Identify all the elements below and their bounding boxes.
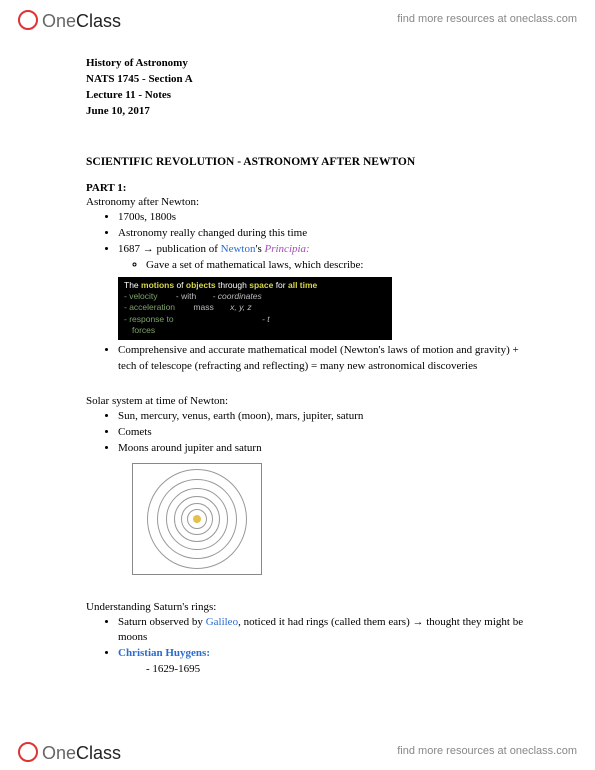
table-row: - velocity - with - coordinates xyxy=(124,291,412,302)
list-item: Sun, mercury, venus, earth (moon), mars,… xyxy=(118,409,535,425)
motions-table: The motions of objects through space for… xyxy=(118,277,418,340)
table-row: forces xyxy=(124,325,412,336)
text: of xyxy=(174,280,186,290)
solar-heading: Solar system at time of Newton: xyxy=(86,395,535,407)
brand-logo-footer: OneClass xyxy=(18,739,121,764)
list-item: Moons around jupiter and saturn xyxy=(118,441,535,457)
cell: mass xyxy=(193,302,213,313)
cell: x, y, z xyxy=(230,302,252,313)
text: through xyxy=(216,280,250,290)
cell: - response to xyxy=(124,314,174,324)
list-item: 1700s, 1800s xyxy=(118,210,535,226)
rings-list: Saturn observed by Galileo, noticed it h… xyxy=(86,615,535,679)
list-item: Christian Huygens: 1629-1695 xyxy=(118,646,535,678)
table-row: - response to - t xyxy=(124,314,412,325)
part-label: PART 1: xyxy=(86,182,535,194)
sublist: Gave a set of mathematical laws, which d… xyxy=(118,258,535,274)
orbit-ring xyxy=(147,469,247,569)
page-header: OneClass find more resources at oneclass… xyxy=(0,0,595,38)
text: 1687 → publication of xyxy=(118,243,221,255)
section-title: SCIENTIFIC REVOLUTION - ASTRONOMY AFTER … xyxy=(86,156,535,168)
list-item: Comprehensive and accurate mathematical … xyxy=(118,343,535,375)
decorative-edge xyxy=(392,277,418,340)
link-huygens[interactable]: Christian Huygens: xyxy=(118,647,210,659)
text: Saturn observed by xyxy=(118,616,206,628)
document-body: History of Astronomy NATS 1745 - Section… xyxy=(86,56,535,724)
sublist: 1629-1695 xyxy=(118,662,535,678)
part1-heading: Astronomy after Newton: xyxy=(86,196,535,208)
part1-list-cont: Comprehensive and accurate mathematical … xyxy=(86,343,535,375)
list-item: 1629-1695 xyxy=(146,662,535,678)
footer-tagline[interactable]: find more resources at oneclass.com xyxy=(397,745,577,757)
cell: - with xyxy=(176,291,196,302)
cell: - velocity xyxy=(124,291,158,301)
list-item: Saturn observed by Galileo, noticed it h… xyxy=(118,615,535,647)
list-item: Comets xyxy=(118,425,535,441)
solar-system-diagram xyxy=(132,463,262,575)
list-item: Astronomy really changed during this tim… xyxy=(118,226,535,242)
hdr-objects: objects xyxy=(186,280,216,290)
course-code: NATS 1745 - Section A xyxy=(86,72,535,88)
brand-logo-icon xyxy=(18,742,38,762)
brand-part1: One xyxy=(42,11,76,32)
hdr-motions: motions xyxy=(141,280,174,290)
brand-part2: Class xyxy=(76,743,121,764)
text: 's xyxy=(255,243,264,255)
brand-logo: OneClass xyxy=(18,7,121,32)
cell: - acceleration xyxy=(124,302,175,312)
text: The xyxy=(124,280,141,290)
text: for xyxy=(273,280,288,290)
cell: - t xyxy=(262,314,270,325)
page-footer: OneClass find more resources at oneclass… xyxy=(0,732,595,770)
list-item: Gave a set of mathematical laws, which d… xyxy=(146,258,535,274)
table-row: - acceleration mass x, y, z xyxy=(124,302,412,313)
cell: forces xyxy=(132,325,155,335)
cell: - coordinates xyxy=(213,291,262,302)
link-principia[interactable]: Principia: xyxy=(265,243,310,255)
lecture-date: June 10, 2017 xyxy=(86,104,535,120)
list-item: 1687 → publication of Newton's Principia… xyxy=(118,242,535,274)
hdr-alltime: all time xyxy=(288,280,317,290)
link-galileo[interactable]: Galileo xyxy=(206,616,238,628)
link-newton[interactable]: Newton xyxy=(221,243,256,255)
brand-part2: Class xyxy=(76,11,121,32)
rings-heading: Understanding Saturn's rings: xyxy=(86,601,535,613)
header-tagline[interactable]: find more resources at oneclass.com xyxy=(397,13,577,25)
hdr-space: space xyxy=(249,280,273,290)
solar-list: Sun, mercury, venus, earth (moon), mars,… xyxy=(86,409,535,457)
brand-logo-icon xyxy=(18,10,38,30)
brand-part1: One xyxy=(42,743,76,764)
part1-list: 1700s, 1800s Astronomy really changed du… xyxy=(86,210,535,274)
lecture-number: Lecture 11 - Notes xyxy=(86,88,535,104)
table-header-row: The motions of objects through space for… xyxy=(124,280,412,291)
course-title: History of Astronomy xyxy=(86,56,535,72)
